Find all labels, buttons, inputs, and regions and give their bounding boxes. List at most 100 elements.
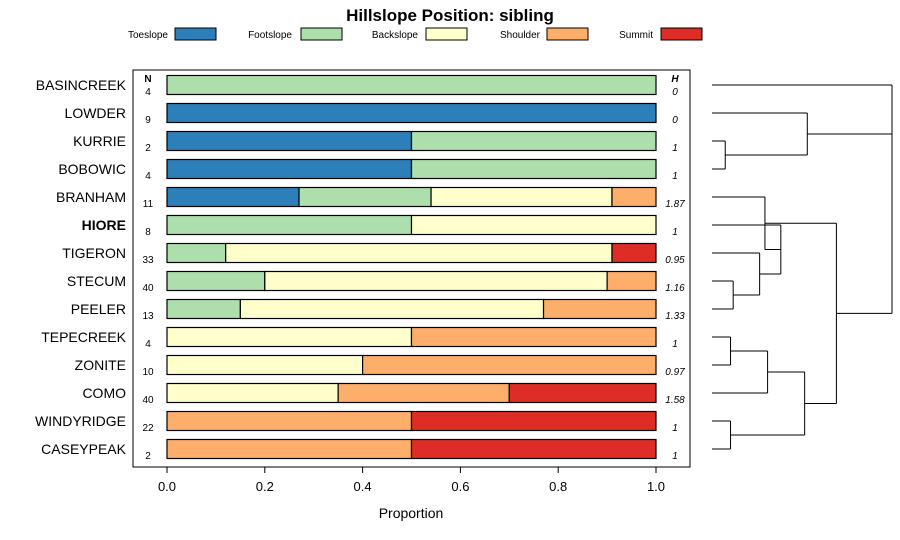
category-label-branham: BRANHAM <box>56 189 126 205</box>
h-value-lowder: 0 <box>672 115 678 126</box>
bar-row-bobowic: BOBOWIC 4 1 <box>58 158 678 182</box>
legend: Toeslope Footslope Backslope Shoulder Summit <box>128 27 703 41</box>
n-value-zonite: 10 <box>142 367 154 378</box>
x-tick-label-0: 0.0 <box>158 479 176 494</box>
bar-segment-bobowic-toeslope <box>166 158 413 180</box>
bar-row-windyridge: WINDYRIDGE 22 1 <box>35 410 678 434</box>
x-tick-label-2: 0.4 <box>354 479 372 494</box>
x-tick-label-1: 0.2 <box>256 479 274 494</box>
h-value-caseypeak: 1 <box>672 451 678 462</box>
n-value-peeler: 13 <box>142 311 154 322</box>
bar-segment-lowder-toeslope <box>166 102 657 124</box>
bar-row-kurrie: KURRIE 2 1 <box>73 130 678 154</box>
legend-label-toeslope: Toeslope <box>128 30 168 41</box>
bar-row-tepecreek: TEPECREEK 4 1 <box>41 326 678 350</box>
n-value-tepecreek: 4 <box>145 339 151 350</box>
category-label-como: COMO <box>82 385 126 401</box>
n-value-stecum: 40 <box>142 283 154 294</box>
bar-row-peeler: PEELER 13 1.33 <box>71 298 685 322</box>
bar-segment-tigeron-summit <box>611 242 657 264</box>
bar-segment-tepecreek-backslope <box>166 326 413 348</box>
h-value-branham: 1.87 <box>665 199 685 210</box>
category-label-bobowic: BOBOWIC <box>58 161 126 177</box>
category-label-tepecreek: TEPECREEK <box>41 329 126 345</box>
bar-segment-hiore-footslope <box>166 214 413 236</box>
n-value-hiore: 8 <box>145 227 151 238</box>
h-value-tigeron: 0.95 <box>665 255 685 266</box>
bar-segment-windyridge-shoulder <box>166 410 413 432</box>
bar-segment-peeler-backslope <box>239 298 545 320</box>
n-value-kurrie: 2 <box>145 143 151 154</box>
h-value-tepecreek: 1 <box>672 339 678 350</box>
n-value-branham: 11 <box>143 199 154 210</box>
x-tick-label-4: 0.8 <box>549 479 567 494</box>
bar-segment-stecum-footslope <box>166 270 266 292</box>
category-label-windyridge: WINDYRIDGE <box>35 413 126 429</box>
n-value-tigeron: 33 <box>142 255 154 266</box>
legend-swatch-shoulder <box>546 27 589 41</box>
bar-row-lowder: LOWDER 9 0 <box>65 102 678 126</box>
category-label-peeler: PEELER <box>71 301 126 317</box>
legend-swatch-footslope <box>300 27 343 41</box>
legend-label-shoulder: Shoulder <box>500 30 541 41</box>
h-value-kurrie: 1 <box>672 143 678 154</box>
bar-row-como: COMO 40 1.58 <box>82 382 685 406</box>
x-tick-label-3: 0.6 <box>451 479 469 494</box>
bar-row-branham: BRANHAM 11 1.87 <box>56 186 685 210</box>
bar-row-tigeron: TIGERON 33 0.95 <box>62 242 685 266</box>
category-label-hiore: HIORE <box>82 217 126 233</box>
bar-segment-hiore-backslope <box>410 214 657 236</box>
bar-segment-caseypeak-summit <box>410 438 657 460</box>
bar-segment-zonite-shoulder <box>362 354 657 376</box>
bar-segment-kurrie-footslope <box>410 130 657 152</box>
category-label-tigeron: TIGERON <box>62 245 126 261</box>
h-value-zonite: 0.97 <box>665 367 685 378</box>
n-column-header: N <box>144 74 151 85</box>
bar-segment-bobowic-footslope <box>410 158 657 180</box>
bar-segment-tepecreek-shoulder <box>410 326 657 348</box>
bar-segment-peeler-shoulder <box>542 298 657 320</box>
dendrogram <box>712 84 893 450</box>
h-column-header: H <box>671 74 679 85</box>
h-value-basincreek: 0 <box>672 87 678 98</box>
category-label-zonite: ZONITE <box>75 357 126 373</box>
bar-row-caseypeak: CASEYPEAK 2 1 <box>41 438 678 462</box>
category-label-basincreek: BASINCREEK <box>36 77 127 93</box>
legend-label-footslope: Footslope <box>248 30 292 41</box>
bar-row-hiore: HIORE 8 1 <box>82 214 678 238</box>
legend-swatch-backslope <box>425 27 468 41</box>
chart-title: Hillslope Position: sibling <box>346 6 554 25</box>
h-value-windyridge: 1 <box>672 423 678 434</box>
x-axis: 0.0 0.2 0.4 0.6 0.8 1.0 <box>158 467 665 494</box>
x-axis-label: Proportion <box>379 505 444 521</box>
h-value-stecum: 1.16 <box>665 283 685 294</box>
bar-segment-branham-shoulder <box>611 186 657 208</box>
bar-segment-stecum-shoulder <box>606 270 657 292</box>
bar-segment-como-backslope <box>166 382 339 404</box>
bar-segment-windyridge-summit <box>410 410 657 432</box>
category-label-kurrie: KURRIE <box>73 133 126 149</box>
h-value-bobowic: 1 <box>672 171 678 182</box>
n-value-como: 40 <box>142 395 154 406</box>
bar-segment-peeler-footslope <box>166 298 241 320</box>
bar-segment-branham-toeslope <box>166 186 300 208</box>
bar-segment-tigeron-footslope <box>166 242 227 264</box>
bar-segment-stecum-backslope <box>264 270 608 292</box>
n-value-windyridge: 22 <box>142 423 154 434</box>
bar-row-stecum: STECUM 40 1.16 <box>67 270 685 294</box>
legend-label-backslope: Backslope <box>372 30 419 41</box>
bar-segment-branham-footslope <box>298 186 432 208</box>
plot-panel <box>132 69 691 468</box>
bar-segment-tigeron-backslope <box>225 242 613 264</box>
category-label-stecum: STECUM <box>67 273 126 289</box>
n-value-caseypeak: 2 <box>145 451 151 462</box>
category-label-caseypeak: CASEYPEAK <box>41 441 126 457</box>
bar-row-basincreek: BASINCREEK 4 0 <box>36 74 678 98</box>
bar-segment-caseypeak-shoulder <box>166 438 413 460</box>
h-value-como: 1.58 <box>665 395 685 406</box>
x-tick-label-5: 1.0 <box>647 479 665 494</box>
bar-segment-como-shoulder <box>337 382 510 404</box>
